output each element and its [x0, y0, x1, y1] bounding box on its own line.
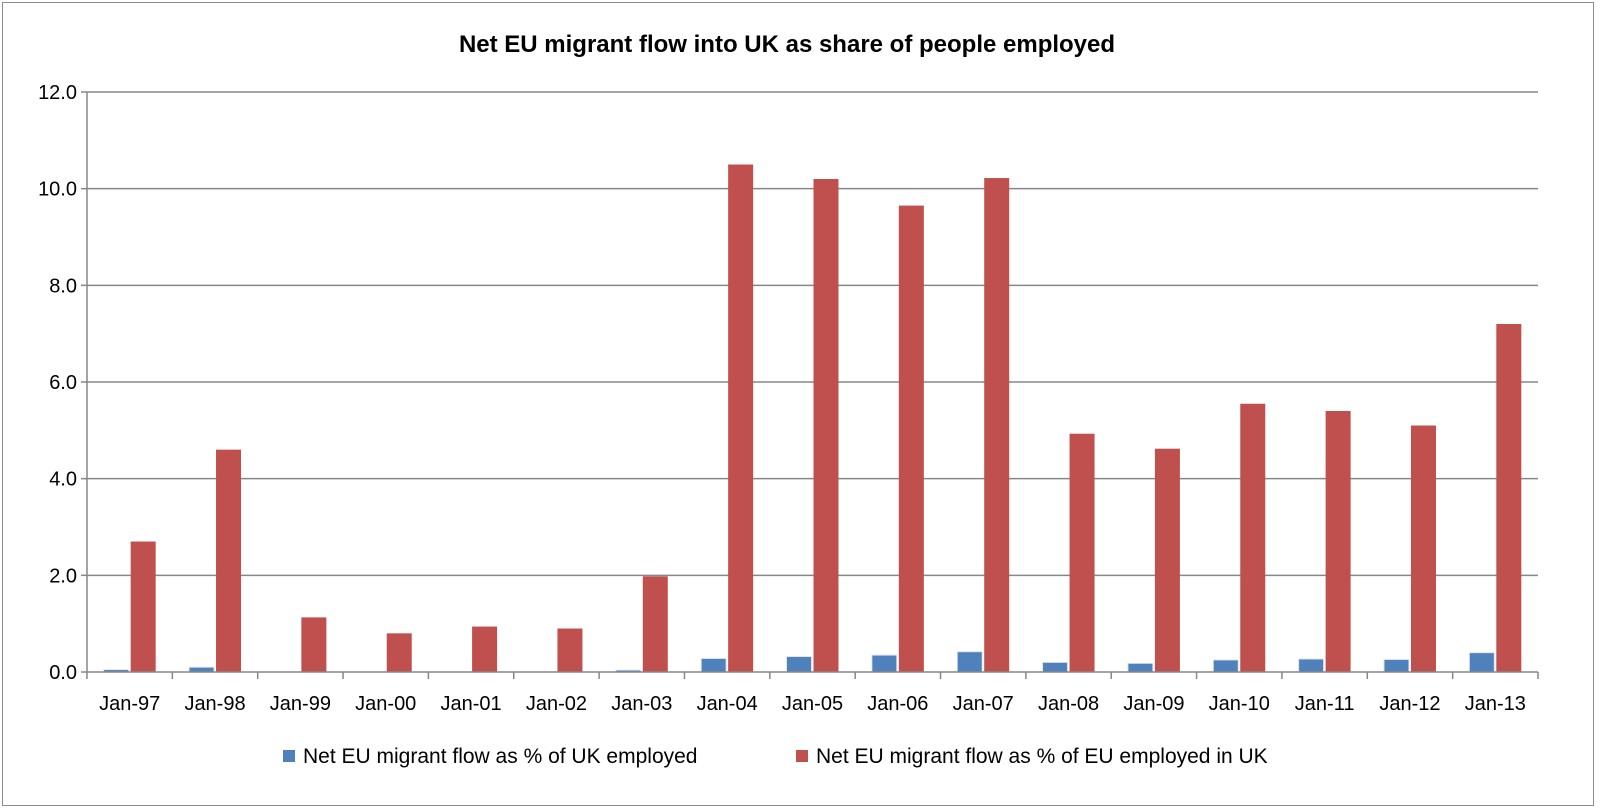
- bar-eu-employed: [557, 628, 583, 672]
- bar-eu-employed: [1325, 411, 1351, 672]
- bar-eu-employed: [813, 179, 839, 672]
- x-tick-label: Jan-11: [1295, 693, 1355, 715]
- x-tick-label: Jan-98: [184, 693, 245, 715]
- legend-label: Net EU migrant flow as % of UK employed: [303, 745, 698, 768]
- x-tick-label: Jan-00: [355, 693, 416, 715]
- x-tick-label: Jan-13: [1465, 693, 1526, 715]
- bar-eu-employed: [1069, 433, 1095, 672]
- x-tick-label: Jan-05: [782, 693, 843, 715]
- y-tick-labels: 0.0 2.0 4.0 6.0 8.0 10.0 12.0: [38, 82, 77, 684]
- bar-eu-employed: [1496, 324, 1522, 672]
- chart-title: Net EU migrant flow into UK as share of …: [459, 31, 1115, 58]
- bar-uk-employed: [1042, 661, 1069, 673]
- bar-uk-employed: [1127, 662, 1154, 673]
- bar-uk-employed: [1298, 658, 1325, 673]
- bar-uk-employed: [956, 651, 983, 673]
- bar-eu-employed: [1240, 403, 1266, 672]
- bar-uk-employed: [700, 657, 727, 673]
- bar-eu-employed: [301, 617, 327, 672]
- x-tick-label: Jan-03: [611, 693, 672, 715]
- legend-swatch: [283, 750, 295, 762]
- bar-uk-employed: [786, 656, 812, 673]
- x-tick-label: Jan-08: [1038, 693, 1099, 715]
- legend-swatch: [796, 750, 808, 762]
- x-tick-label: Jan-97: [99, 693, 160, 715]
- x-tick-label: Jan-10: [1209, 693, 1270, 715]
- x-tick-label: Jan-02: [526, 693, 587, 715]
- bar-eu-employed: [1154, 448, 1180, 672]
- legend: Net EU migrant flow as % of UK employed N…: [283, 745, 1268, 768]
- bar-eu-employed: [898, 205, 924, 673]
- bar-uk-employed: [1383, 658, 1410, 673]
- legend-label: Net EU migrant flow as % of EU employed …: [816, 745, 1268, 768]
- y-tick-label: 8.0: [49, 275, 77, 297]
- y-tick-label: 12.0: [38, 82, 77, 104]
- x-tick-label: Jan-12: [1379, 693, 1440, 715]
- bar-eu-employed: [1410, 425, 1436, 672]
- x-tick-label: Jan-09: [1123, 693, 1184, 715]
- y-tick-label: 2.0: [49, 565, 77, 587]
- bar-uk-employed: [1468, 652, 1495, 673]
- y-tick-label: 4.0: [49, 469, 77, 491]
- x-tick-label: Jan-01: [441, 693, 502, 715]
- gridlines: [87, 91, 1538, 577]
- bars: [103, 164, 1522, 673]
- y-tick-label: 10.0: [38, 179, 77, 201]
- bar-eu-employed: [984, 178, 1010, 673]
- bar-chart: Net EU migrant flow into UK as share of …: [38, 31, 1539, 768]
- bar-eu-employed: [216, 449, 242, 672]
- x-tick-label: Jan-04: [697, 693, 758, 715]
- bar-uk-employed: [871, 654, 898, 673]
- x-tick-labels: Jan-97 Jan-98 Jan-99 Jan-00 Jan-01 Jan-02 Jan-…: [99, 693, 1526, 715]
- bar-eu-employed: [642, 576, 668, 672]
- x-tick-label: Jan-07: [953, 693, 1014, 715]
- bar-eu-employed: [130, 541, 156, 672]
- y-tick-label: 0.0: [49, 662, 77, 684]
- bar-eu-employed: [472, 626, 498, 672]
- x-tick-label: Jan-06: [867, 693, 928, 715]
- bar-uk-employed: [1212, 659, 1239, 673]
- axes: [81, 91, 1539, 679]
- bar-eu-employed: [728, 164, 754, 672]
- x-tick-label: Jan-99: [270, 693, 331, 715]
- bar-eu-employed: [386, 633, 412, 672]
- y-tick-label: 6.0: [49, 372, 77, 394]
